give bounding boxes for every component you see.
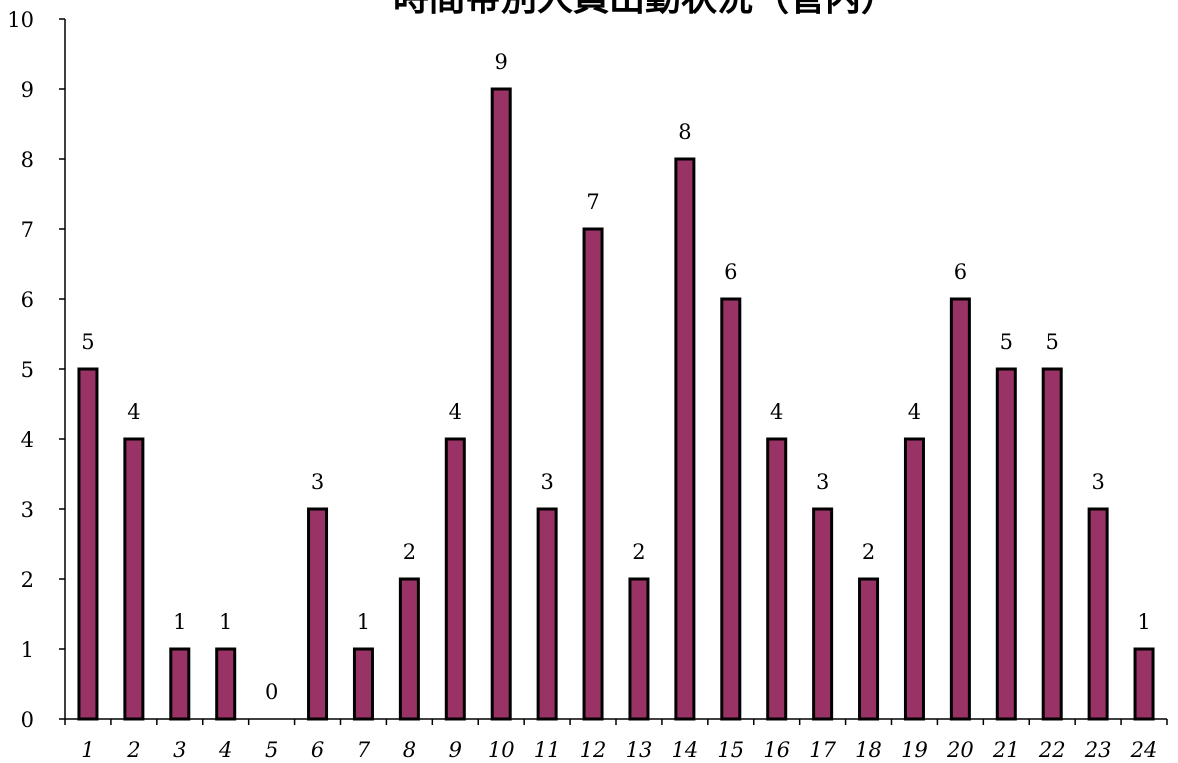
data-label-9: 4: [449, 400, 462, 424]
x-tick-label: 1: [81, 738, 94, 762]
x-tick-label: 10: [488, 738, 515, 762]
bar-1: [77, 367, 99, 721]
y-tick-label: 7: [21, 218, 34, 242]
x-tick-label: 24: [1130, 738, 1158, 762]
data-label-4: 1: [219, 610, 232, 634]
bar-3: [169, 647, 191, 721]
bar-24: [1133, 647, 1155, 721]
data-label-22: 5: [1046, 330, 1059, 354]
bar-16: [766, 437, 788, 721]
bar-21: [995, 367, 1017, 721]
data-label-5: 0: [265, 680, 278, 704]
x-tick-label: 18: [855, 738, 882, 762]
data-label-7: 1: [357, 610, 370, 634]
data-label-23: 3: [1091, 470, 1104, 494]
bar-17: [812, 507, 834, 721]
x-tick-label: 19: [901, 738, 928, 762]
x-tick-label: 13: [626, 738, 653, 762]
y-axis: 0 1 2 3 4 5 6 7 8 9 10: [7, 8, 66, 732]
data-label-1: 5: [81, 330, 94, 354]
x-tick-label: 11: [534, 738, 561, 762]
data-label-8: 2: [403, 540, 416, 564]
data-label-19: 4: [908, 400, 921, 424]
data-label-16: 4: [770, 400, 783, 424]
y-tick-label: 9: [21, 78, 34, 102]
data-label-24: 1: [1137, 610, 1150, 634]
y-tick-label: 6: [21, 288, 34, 312]
bar-7: [352, 647, 374, 721]
bar-6: [307, 507, 329, 721]
data-label-17: 3: [816, 470, 829, 494]
x-tick-label: 17: [809, 738, 836, 762]
data-label-20: 6: [954, 260, 967, 284]
x-tick-label: 4: [218, 738, 232, 762]
y-tick-label: 2: [21, 568, 34, 592]
data-label-15: 6: [724, 260, 737, 284]
data-labels: 5 4 1 1 0 3 1 2 4 9 3 7 2 8 6 4 3 2 4 6 5 5 3 1: [81, 50, 1150, 704]
x-tick-label: 6: [311, 738, 324, 762]
data-label-11: 3: [540, 470, 553, 494]
bar-10: [490, 87, 512, 721]
bar-11: [536, 507, 558, 721]
data-label-21: 5: [1000, 330, 1013, 354]
y-tick-label: 0: [21, 708, 34, 732]
x-tick-label: 7: [357, 738, 371, 762]
y-tick-label: 5: [21, 358, 34, 382]
y-tick-label: 1: [21, 638, 34, 662]
bar-8: [398, 577, 420, 721]
chart-title: 時間帯別人員出動状況（管内）: [393, 0, 897, 19]
x-tick-label: 8: [403, 738, 416, 762]
y-tick-label: 4: [21, 428, 34, 452]
x-tick-label: 14: [672, 738, 699, 762]
bar-12: [582, 227, 604, 721]
data-label-14: 8: [678, 120, 691, 144]
bar-15: [720, 297, 742, 721]
x-tick-label: 20: [946, 738, 974, 762]
x-tick-label: 2: [126, 738, 140, 762]
bar-19: [903, 437, 925, 721]
x-tick-label: 22: [1038, 738, 1066, 762]
bar-13: [628, 577, 650, 721]
x-tick-label: 23: [1084, 738, 1112, 762]
x-axis: 1 2 3 4 5 6 7 8 9 10 11 12 13 14 15 16 17 18 19 20 21 22 23 24: [64, 718, 1168, 762]
x-tick-label: 16: [763, 738, 790, 762]
bar-14: [674, 157, 696, 721]
bar-20: [949, 297, 971, 721]
data-label-2: 4: [127, 400, 140, 424]
x-tick-label: 5: [265, 738, 278, 762]
bar-2: [123, 437, 145, 721]
x-tick-label: 9: [449, 738, 462, 762]
bar-9: [444, 437, 466, 721]
y-tick-label: 3: [21, 498, 34, 522]
bar-18: [858, 577, 880, 721]
data-label-12: 7: [586, 190, 599, 214]
data-label-18: 2: [862, 540, 875, 564]
bar-22: [1041, 367, 1063, 721]
bar-4: [215, 647, 237, 721]
x-tick-label: 12: [580, 738, 607, 762]
x-tick-label: 21: [992, 738, 1020, 762]
data-label-6: 3: [311, 470, 324, 494]
bar-23: [1087, 507, 1109, 721]
x-tick-label: 15: [717, 738, 744, 762]
bar-series: [77, 87, 1155, 721]
x-tick-label: 3: [173, 738, 186, 762]
data-label-10: 9: [495, 50, 508, 74]
data-label-13: 2: [632, 540, 645, 564]
data-label-3: 1: [173, 610, 186, 634]
y-tick-label: 10: [7, 8, 34, 32]
y-tick-label: 8: [21, 148, 34, 172]
